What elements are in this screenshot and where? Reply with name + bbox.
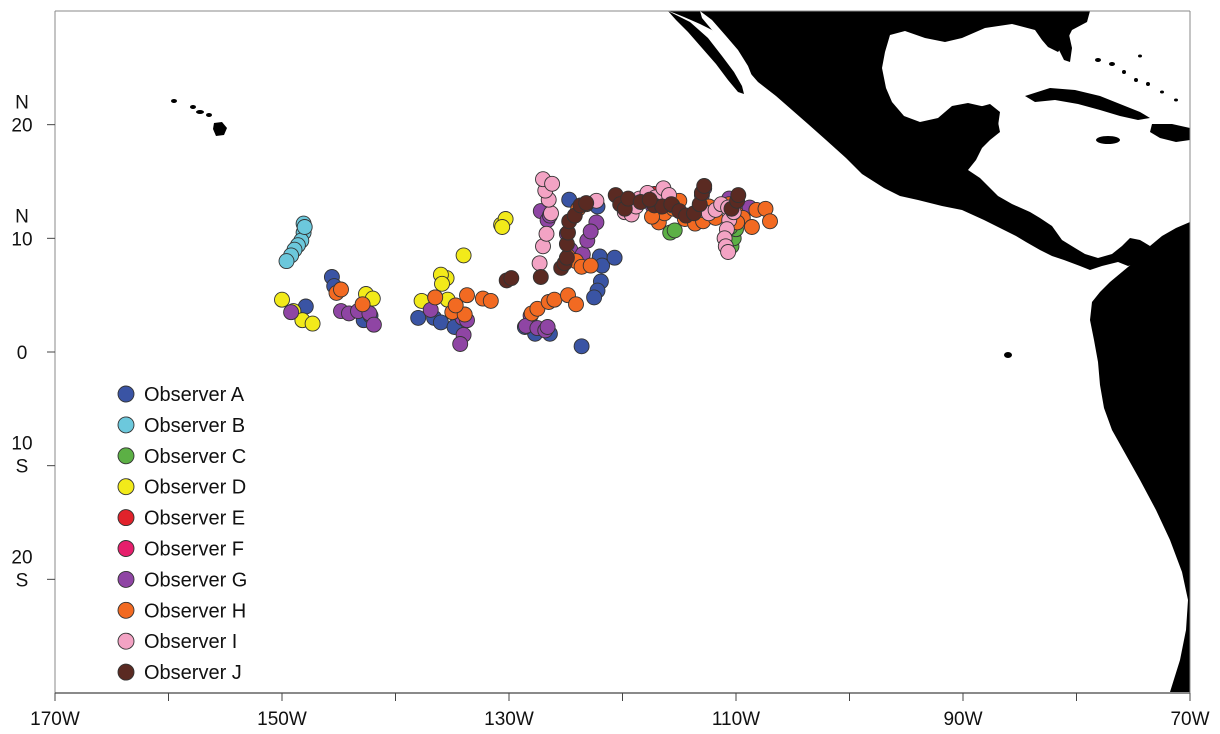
observer-d-point <box>455 247 472 264</box>
observer-i-point <box>543 205 559 222</box>
y-tick-label-top: 20 <box>11 547 32 568</box>
legend-marker-observer-h <box>117 601 135 619</box>
south-america-landmass <box>1090 222 1190 692</box>
observer-j-point <box>503 270 520 287</box>
y-tick-label-bottom: S <box>16 457 29 478</box>
observer-g-point <box>452 336 469 352</box>
x-tick-label: 150W <box>257 709 307 730</box>
florida <box>1040 11 1072 62</box>
y-tick-label-top: N <box>15 93 29 114</box>
observer-a-point <box>586 289 603 306</box>
legend: Observer A Observer B Observer C Observer D… <box>117 384 247 684</box>
legend-marker-observer-i <box>117 632 135 650</box>
observer-h-point <box>354 296 371 313</box>
observation-points <box>274 171 778 355</box>
legend-label-observer-b: Observer B <box>144 415 245 437</box>
y-tick-label: 0 <box>17 343 28 364</box>
legend-marker-observer-g <box>117 570 135 588</box>
observer-h-point <box>447 297 464 314</box>
observer-i-point <box>538 225 555 242</box>
observer-b-point <box>296 219 313 235</box>
cuba <box>1025 88 1150 120</box>
x-tick-label: 70W <box>1170 709 1209 730</box>
y-tick-label-bottom: S <box>16 570 29 591</box>
observer-g-point <box>582 223 599 240</box>
observer-h-point <box>546 291 563 308</box>
legend-marker-observer-f <box>117 540 135 557</box>
observer-j-point <box>696 178 713 194</box>
observer-i-point <box>544 175 561 192</box>
observer-c-point <box>666 222 683 239</box>
observer-d-point <box>274 291 290 308</box>
x-tick-label: 110W <box>712 709 760 730</box>
observer-h-point <box>333 281 349 298</box>
legend-marker-observer-a <box>117 385 135 403</box>
observer-h-point <box>427 289 444 306</box>
x-axis-ticks: 170W 150W 130W 110W 90W 70W <box>30 693 1210 730</box>
baja-california <box>668 11 744 94</box>
legend-marker-observer-d <box>117 478 135 496</box>
x-tick-label: 90W <box>943 709 982 730</box>
y-tick-label-top: 10 <box>11 434 32 455</box>
legend-label-observer-h: Observer H <box>144 600 246 622</box>
y-tick-label-top: N <box>15 206 29 227</box>
observer-a-point <box>410 309 427 326</box>
hispaniola <box>1150 124 1190 142</box>
observer-h-point <box>582 257 599 274</box>
legend-label-observer-f: Observer F <box>144 539 244 561</box>
observer-g-point <box>283 304 300 321</box>
observer-a-point <box>606 249 623 266</box>
legend-marker-observer-e <box>117 509 135 527</box>
observer-i-point <box>531 255 548 272</box>
y-tick-label-bottom: 10 <box>11 229 32 250</box>
observer-j-point <box>730 187 747 204</box>
legend-marker-observer-b <box>117 416 135 434</box>
x-tick-label: 130W <box>484 709 534 730</box>
observer-h-point <box>482 292 499 309</box>
observer-h-point <box>568 296 584 313</box>
observer-g-point <box>365 316 382 333</box>
legend-label-observer-j: Observer J <box>144 662 242 684</box>
observer-j-point <box>558 249 575 266</box>
legend-label-observer-e: Observer E <box>144 508 245 530</box>
observer-b-point <box>278 253 295 270</box>
legend-label-observer-c: Observer C <box>144 446 246 468</box>
observer-d-point <box>304 315 321 332</box>
observer-g-point <box>539 319 556 335</box>
observer-j-point <box>578 195 595 212</box>
observer-d-point <box>434 275 450 292</box>
observer-d-point <box>494 219 511 235</box>
legend-label-observer-d: Observer D <box>144 477 246 499</box>
observer-h-point <box>762 213 778 230</box>
central-america-landmass <box>668 11 1150 270</box>
observer-h-point <box>743 219 760 235</box>
x-tick-label: 170W <box>30 709 80 730</box>
hawaii-islands <box>171 99 227 136</box>
legend-marker-observer-c <box>117 447 135 465</box>
observer-a-point <box>573 338 590 355</box>
legend-label-observer-g: Observer G <box>144 569 247 591</box>
observer-i-point <box>720 244 737 260</box>
observer-j-point <box>532 269 549 285</box>
land-masses <box>171 11 1190 692</box>
observer-j-point <box>641 191 658 208</box>
y-tick-label-bottom: 20 <box>11 116 32 137</box>
observer-h-point <box>459 287 475 304</box>
legend-label-observer-i: Observer I <box>144 631 237 653</box>
legend-marker-observer-j <box>117 663 135 681</box>
yucatan <box>966 104 1000 140</box>
legend-label-observer-a: Observer A <box>144 384 245 406</box>
